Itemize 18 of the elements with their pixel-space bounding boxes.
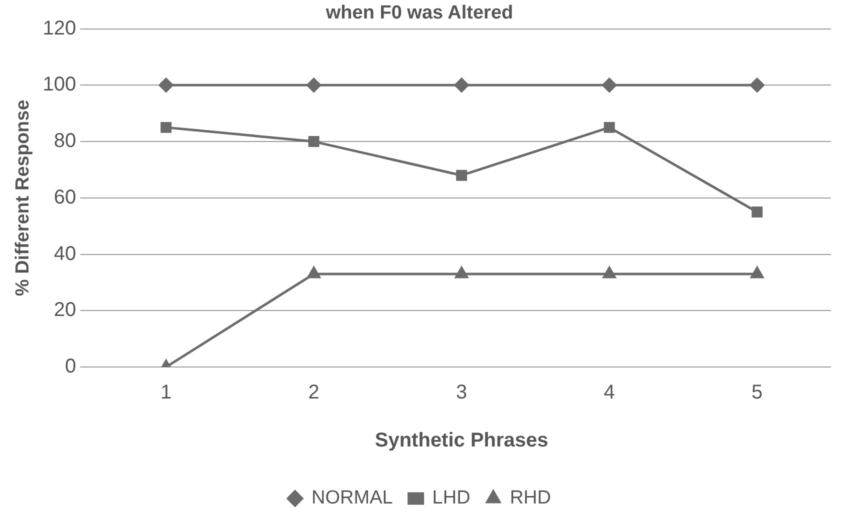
x-tick-label: 3 — [456, 382, 468, 404]
y-tick-label: 20 — [54, 299, 76, 322]
y-tick-label: 40 — [54, 242, 76, 265]
y-tick-label: 80 — [54, 130, 76, 152]
y-tick-label: 60 — [54, 186, 76, 208]
chart-title: when F0 was Altered — [324, 2, 514, 24]
legend-label: LHD — [432, 488, 470, 509]
y-tick-label: 100 — [42, 74, 76, 96]
x-tick-label: 1 — [160, 382, 172, 404]
y-tick-label: 0 — [65, 356, 76, 378]
legend-label: RHD — [510, 488, 551, 509]
x-axis-title: Synthetic Phrases — [374, 430, 548, 452]
x-tick-label: 5 — [752, 382, 763, 404]
legend-label: NORMAL — [312, 488, 393, 509]
x-tick-label: 4 — [604, 382, 615, 404]
y-tick-label: 120 — [42, 17, 76, 40]
y-axis-title: % Different Response — [12, 100, 34, 296]
x-tick-label: 2 — [308, 382, 320, 404]
